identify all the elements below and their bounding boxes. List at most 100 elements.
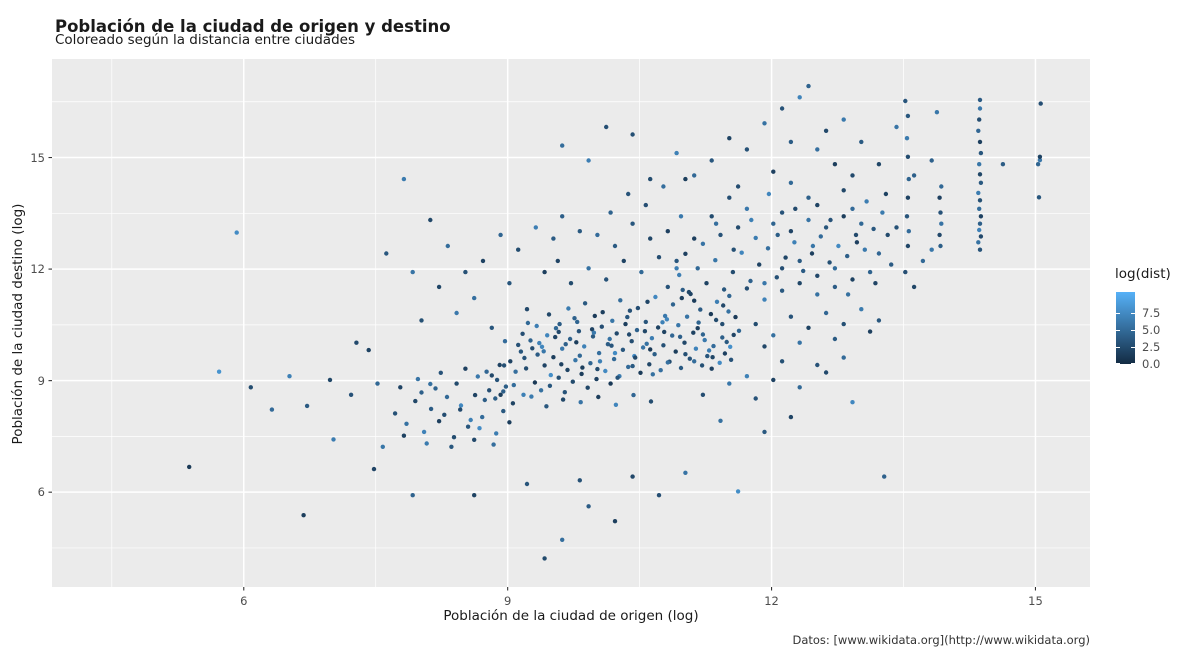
data-point: [475, 374, 480, 379]
data-point: [678, 365, 684, 371]
data-point: [692, 236, 697, 241]
data-point: [853, 232, 859, 238]
y-axis-title: Población de la ciudad destino (log): [10, 203, 26, 445]
data-point: [714, 299, 720, 304]
data-point: [699, 363, 705, 368]
data-point: [841, 355, 846, 360]
data-point: [577, 478, 582, 483]
data-point: [978, 214, 984, 219]
data-point: [507, 281, 512, 286]
data-point: [873, 281, 878, 286]
data-point: [797, 281, 802, 286]
data-point: [797, 258, 802, 264]
data-point: [375, 381, 380, 386]
data-point: [664, 317, 670, 322]
data-point: [771, 333, 776, 338]
data-point: [618, 298, 623, 303]
data-point: [744, 206, 750, 211]
data-point: [938, 243, 943, 249]
data-point: [604, 277, 609, 282]
data-point: [711, 343, 716, 349]
data-point: [728, 344, 733, 349]
data-point: [216, 369, 222, 374]
data-point: [489, 373, 494, 378]
data-point: [612, 243, 618, 249]
data-point: [643, 202, 648, 208]
data-point: [501, 363, 507, 368]
data-point: [472, 437, 477, 442]
color-legend: log(dist) 7.5 5.0 2.5 0.0: [1113, 266, 1198, 371]
legend-tick-label: 2.5: [1142, 340, 1161, 355]
data-point: [710, 355, 715, 360]
data-point: [762, 429, 767, 435]
data-point: [744, 286, 750, 291]
data-point: [582, 344, 587, 349]
data-point: [287, 374, 292, 379]
data-point: [665, 229, 670, 234]
legend-tick-label: 7.5: [1142, 306, 1161, 321]
data-point: [904, 214, 910, 219]
data-point: [611, 356, 617, 362]
data-point: [560, 214, 565, 219]
data-point: [841, 188, 846, 193]
data-point: [976, 240, 981, 245]
data-point: [692, 173, 697, 178]
data-point: [480, 414, 485, 420]
data-point: [645, 299, 650, 304]
data-point: [832, 284, 838, 290]
data-point: [827, 260, 832, 265]
data-point: [687, 356, 692, 361]
data-point: [451, 435, 457, 440]
data-point: [662, 329, 667, 335]
data-point: [708, 311, 714, 317]
data-point: [934, 110, 940, 115]
data-point: [577, 229, 582, 234]
data-point: [674, 150, 679, 156]
data-point: [774, 275, 779, 280]
data-point: [823, 128, 829, 133]
data-point: [871, 226, 876, 232]
data-point: [591, 330, 597, 335]
data-point: [516, 247, 521, 252]
data-point: [977, 106, 983, 111]
data-point: [327, 377, 333, 383]
data-point: [894, 124, 899, 130]
data-point: [449, 444, 454, 449]
data-point: [626, 332, 632, 337]
data-point: [380, 444, 385, 449]
data-point: [859, 139, 864, 145]
data-point: [788, 314, 794, 319]
data-point: [692, 359, 697, 364]
data-point: [815, 147, 820, 152]
data-point: [850, 173, 855, 178]
data-point: [841, 321, 846, 327]
data-point: [724, 339, 729, 345]
data-point: [612, 519, 618, 524]
data-point: [850, 206, 855, 211]
data-point: [542, 363, 547, 368]
data-point: [566, 306, 571, 311]
data-point: [384, 251, 389, 256]
data-point: [596, 350, 602, 356]
data-point: [836, 243, 841, 249]
legend-title: log(dist): [1115, 266, 1171, 282]
data-point: [788, 414, 794, 420]
data-point: [977, 139, 983, 145]
data-point: [779, 210, 785, 215]
data-point: [503, 384, 509, 389]
data-point: [727, 381, 732, 386]
data-point: [683, 352, 688, 357]
data-point: [793, 206, 798, 211]
data-point: [977, 227, 982, 233]
data-point: [482, 397, 487, 403]
data-point: [704, 281, 709, 286]
data-point: [876, 318, 882, 323]
y-tick-label: 9: [37, 373, 45, 388]
data-point: [788, 139, 794, 145]
data-point: [649, 336, 655, 341]
data-point: [599, 324, 604, 329]
data-point: [911, 284, 917, 290]
data-point: [354, 340, 359, 345]
data-point: [644, 341, 649, 346]
data-point: [1035, 162, 1041, 167]
